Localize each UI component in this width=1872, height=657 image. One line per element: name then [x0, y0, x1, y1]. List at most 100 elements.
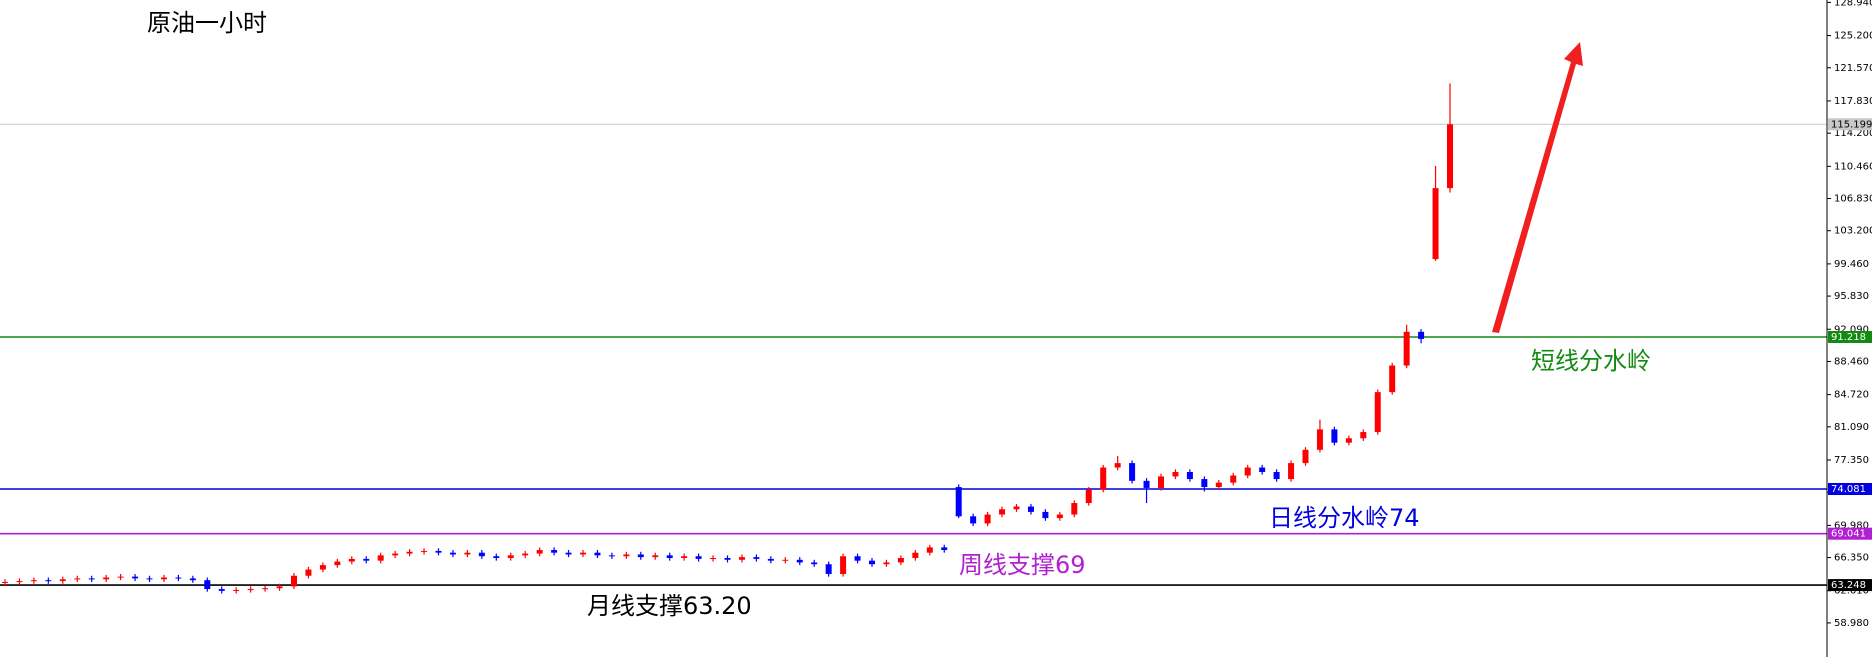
candle-body: [623, 554, 630, 557]
candle-body: [767, 558, 774, 561]
annotation: 月线支撑63.20: [587, 592, 752, 620]
candle-body: [233, 589, 240, 591]
candle-body: [117, 576, 124, 578]
candle-body: [1331, 429, 1338, 443]
candle-body: [565, 552, 572, 555]
candle-body: [132, 576, 139, 579]
candle-body: [1389, 365, 1396, 393]
candle-body: [507, 555, 514, 559]
candle-body: [869, 560, 875, 565]
level-tag-label: 74.081: [1831, 484, 1866, 495]
candle-body: [464, 552, 471, 555]
candle-body: [941, 547, 948, 551]
candle-body: [1186, 471, 1193, 480]
candle-body: [1302, 449, 1309, 464]
candle-body: [854, 556, 861, 561]
candle-body: [1447, 124, 1453, 189]
candle-body: [449, 552, 456, 555]
candle-body: [594, 552, 601, 556]
candle-body: [493, 556, 500, 559]
level-tag: [1828, 330, 1872, 343]
candle-body: [1288, 463, 1295, 480]
y-tick-label: 125.200: [1834, 31, 1872, 42]
candle-body: [1345, 438, 1352, 443]
level-tag: [1828, 527, 1872, 540]
candle-body: [1027, 506, 1034, 512]
y-tick-label: 62.610: [1834, 586, 1869, 597]
candle-body: [999, 509, 1006, 515]
candle-body: [551, 550, 558, 553]
candle-body: [1230, 475, 1237, 483]
candle-body: [695, 556, 702, 559]
candle-body: [1056, 514, 1063, 519]
candle-body: [1273, 471, 1280, 480]
candle-body: [738, 557, 745, 560]
y-tick-label: 114.200: [1834, 128, 1872, 139]
level-tag: [1828, 482, 1872, 495]
annotation: 短线分水岭: [1531, 347, 1651, 375]
candle-body: [1403, 331, 1410, 366]
candle-body: [1215, 482, 1222, 488]
candle-body: [1013, 506, 1020, 510]
candle-body: [189, 578, 196, 581]
candle-body: [45, 580, 52, 582]
level-tag: [1828, 579, 1872, 592]
candle-body: [970, 516, 977, 524]
candle-body: [825, 564, 832, 574]
candle-body: [334, 561, 341, 566]
candle-body: [103, 577, 110, 580]
candle-body: [897, 558, 904, 563]
level-tag-label: 69.041: [1831, 529, 1866, 540]
candle-body: [522, 553, 529, 556]
candle-body: [796, 559, 803, 563]
candle-body: [840, 556, 847, 574]
candle-body: [1201, 479, 1208, 488]
y-tick-label: 92.090: [1834, 324, 1869, 335]
y-tick-label: 69.980: [1834, 520, 1869, 531]
candle-body: [406, 551, 413, 554]
candle-body: [74, 578, 81, 580]
candle-body: [348, 558, 355, 562]
y-tick-label: 84.720: [1834, 390, 1869, 401]
y-tick-label: 81.090: [1834, 422, 1869, 433]
candle-body: [782, 559, 789, 561]
candle-body: [1172, 471, 1179, 477]
level-tag-label: 115.199: [1831, 119, 1872, 130]
y-tick-label: 77.350: [1834, 455, 1869, 466]
y-tick-label: 103.200: [1834, 226, 1872, 237]
candle-body: [421, 550, 428, 552]
y-tick-label: 121.570: [1834, 63, 1872, 74]
candle-body: [146, 578, 153, 580]
candle-body: [637, 554, 644, 558]
candle-body: [59, 579, 66, 582]
candle-body: [883, 562, 890, 565]
candle-body: [580, 552, 586, 555]
y-tick-label: 88.460: [1834, 356, 1869, 367]
candle-body: [377, 555, 384, 561]
candle-body: [1143, 480, 1150, 488]
y-tick-label: 95.830: [1834, 291, 1869, 302]
candle-body: [912, 552, 919, 559]
candle-body: [652, 555, 659, 558]
candle-body: [291, 575, 297, 587]
candle-body: [724, 558, 731, 560]
candle-body: [753, 557, 760, 559]
level-tag: [1828, 118, 1872, 131]
candle-body: [710, 558, 717, 560]
candle-body: [1244, 467, 1251, 476]
y-tick-label: 58.980: [1834, 618, 1869, 629]
candle-body: [1042, 511, 1049, 519]
candle-body: [955, 487, 962, 517]
candle-body: [276, 586, 283, 589]
y-tick-label: 110.460: [1834, 161, 1872, 172]
candle-body: [1114, 463, 1121, 468]
candle-body: [1071, 503, 1078, 515]
candle-body: [160, 577, 167, 580]
candle-body: [247, 589, 254, 591]
candle-body: [392, 553, 399, 556]
candle-body: [175, 577, 182, 579]
candle-body: [926, 547, 933, 553]
candle-body: [1158, 476, 1164, 488]
candle-body: [1129, 463, 1136, 481]
